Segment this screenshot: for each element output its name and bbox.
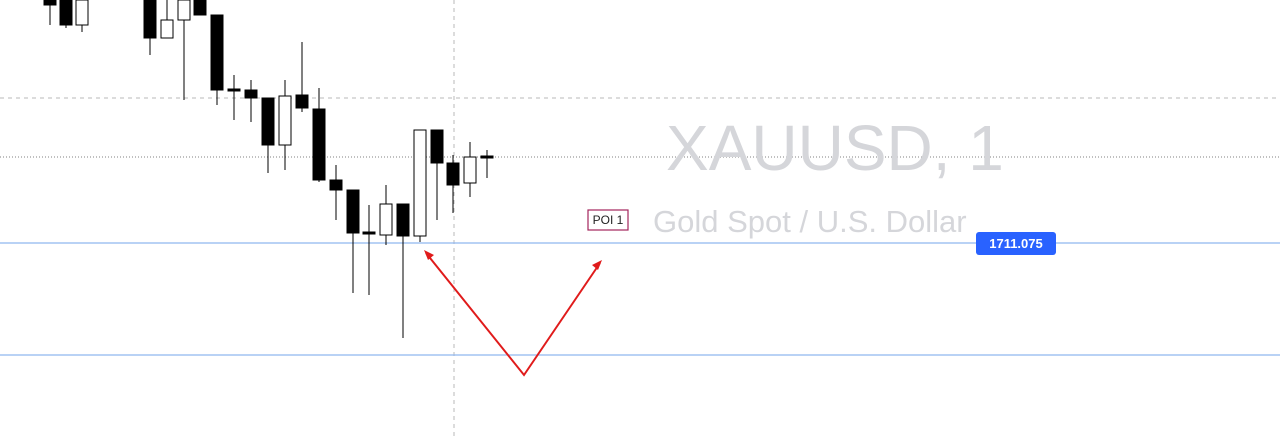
candle-body (295, 94, 309, 109)
candle-body (430, 129, 444, 164)
candle-body (43, 0, 57, 6)
candle-body (329, 179, 343, 191)
candle-body (480, 155, 494, 159)
candle-body (143, 0, 157, 39)
arrow-path (424, 250, 602, 377)
arrow-line (425, 252, 601, 377)
candle-body (413, 129, 427, 237)
candle-body (261, 97, 275, 146)
poi-box (587, 209, 629, 231)
poi-label: POI 1 (593, 213, 624, 227)
candles (43, 0, 494, 338)
candle-body (160, 19, 174, 39)
candle-body (463, 156, 477, 184)
candle-body (75, 0, 89, 26)
candle-body (193, 0, 207, 16)
candle-body (396, 203, 410, 237)
candle-body (244, 89, 258, 99)
watermark-symbol: XAUUSD, 1 (666, 112, 1004, 184)
candle-body (177, 0, 191, 21)
candle-body (446, 162, 460, 186)
watermark-description: Gold Spot / U.S. Dollar (653, 204, 967, 239)
candle-body (379, 203, 393, 236)
arrow-head (592, 260, 602, 270)
price-tag (976, 232, 1056, 255)
candle-body (227, 88, 241, 92)
candle-body (210, 14, 224, 91)
candle-body (362, 231, 376, 235)
candle-body (346, 189, 360, 234)
candle-body (59, 0, 73, 26)
candle-body (278, 95, 292, 146)
candle-body (312, 108, 326, 181)
arrow-head (424, 250, 434, 260)
price-label: 1711.075 (989, 236, 1043, 251)
